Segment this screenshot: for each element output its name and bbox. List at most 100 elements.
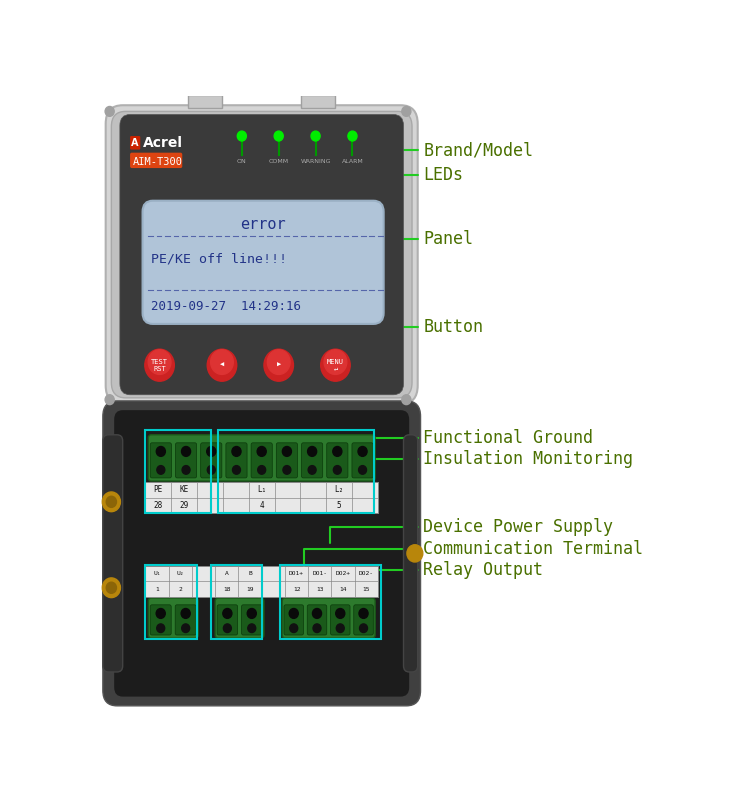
Text: 19: 19 bbox=[246, 586, 254, 592]
Bar bbox=[146, 566, 378, 597]
Text: ALARM: ALARM bbox=[342, 159, 363, 165]
FancyBboxPatch shape bbox=[226, 443, 247, 478]
FancyBboxPatch shape bbox=[326, 443, 348, 478]
Circle shape bbox=[232, 446, 241, 456]
FancyBboxPatch shape bbox=[148, 434, 376, 481]
FancyBboxPatch shape bbox=[102, 401, 421, 706]
FancyBboxPatch shape bbox=[105, 106, 418, 404]
Circle shape bbox=[223, 624, 231, 633]
Circle shape bbox=[359, 609, 368, 618]
Circle shape bbox=[102, 492, 121, 512]
Text: DO1+: DO1+ bbox=[289, 571, 304, 576]
FancyBboxPatch shape bbox=[143, 201, 384, 324]
Text: LEDs: LEDs bbox=[307, 166, 463, 184]
Text: Acrel: Acrel bbox=[143, 137, 182, 150]
Circle shape bbox=[336, 609, 345, 618]
Text: 4: 4 bbox=[259, 501, 264, 510]
Circle shape bbox=[402, 394, 411, 405]
FancyBboxPatch shape bbox=[302, 443, 323, 478]
Circle shape bbox=[313, 624, 321, 633]
FancyBboxPatch shape bbox=[120, 114, 403, 394]
Circle shape bbox=[307, 446, 317, 456]
FancyBboxPatch shape bbox=[175, 605, 196, 635]
FancyBboxPatch shape bbox=[217, 605, 238, 635]
FancyBboxPatch shape bbox=[150, 605, 171, 635]
FancyBboxPatch shape bbox=[354, 605, 373, 635]
Circle shape bbox=[157, 446, 165, 456]
Text: A: A bbox=[225, 571, 228, 576]
Text: MENU
↵: MENU ↵ bbox=[327, 358, 344, 372]
Text: ▶: ▶ bbox=[277, 362, 281, 368]
Text: 29: 29 bbox=[179, 501, 189, 510]
FancyBboxPatch shape bbox=[282, 598, 376, 638]
Circle shape bbox=[148, 350, 171, 374]
Circle shape bbox=[333, 446, 342, 456]
Circle shape bbox=[206, 446, 216, 456]
Circle shape bbox=[311, 131, 320, 141]
FancyBboxPatch shape bbox=[130, 136, 141, 150]
Text: TEST
RST: TEST RST bbox=[151, 358, 168, 372]
Bar bbox=[218, 430, 374, 513]
Circle shape bbox=[157, 466, 165, 474]
Bar bbox=[146, 565, 197, 638]
FancyBboxPatch shape bbox=[148, 598, 198, 638]
Circle shape bbox=[248, 624, 255, 633]
Circle shape bbox=[358, 446, 367, 456]
Text: B: B bbox=[248, 571, 252, 576]
FancyBboxPatch shape bbox=[150, 443, 171, 478]
Circle shape bbox=[181, 609, 190, 618]
Circle shape bbox=[324, 350, 347, 374]
Text: 14: 14 bbox=[340, 586, 347, 592]
Text: Button: Button bbox=[302, 318, 483, 340]
Circle shape bbox=[258, 466, 266, 474]
Circle shape bbox=[237, 131, 247, 141]
Text: ON: ON bbox=[237, 159, 247, 165]
Circle shape bbox=[145, 349, 174, 382]
Circle shape bbox=[207, 349, 236, 382]
Circle shape bbox=[289, 609, 298, 618]
Circle shape bbox=[233, 466, 240, 474]
Text: DO2-: DO2- bbox=[359, 571, 374, 576]
Circle shape bbox=[106, 582, 116, 594]
Circle shape bbox=[267, 350, 290, 374]
Text: U₁: U₁ bbox=[153, 571, 161, 576]
Circle shape bbox=[313, 609, 321, 618]
Text: 15: 15 bbox=[362, 586, 370, 592]
Circle shape bbox=[182, 466, 190, 474]
Circle shape bbox=[283, 446, 291, 456]
Text: L₁: L₁ bbox=[257, 486, 266, 494]
Bar bbox=[280, 565, 381, 638]
FancyBboxPatch shape bbox=[251, 443, 272, 478]
FancyBboxPatch shape bbox=[114, 410, 409, 697]
Text: Communication Terminal: Communication Terminal bbox=[305, 540, 643, 577]
Text: WARNING: WARNING bbox=[300, 159, 331, 165]
Bar bbox=[146, 482, 378, 513]
FancyBboxPatch shape bbox=[330, 605, 350, 635]
Text: AIM-T300: AIM-T300 bbox=[133, 157, 183, 167]
Text: U₂: U₂ bbox=[176, 571, 184, 576]
FancyBboxPatch shape bbox=[403, 435, 418, 672]
Text: A: A bbox=[130, 138, 138, 149]
Circle shape bbox=[264, 349, 294, 382]
Bar bbox=[188, 94, 222, 108]
FancyBboxPatch shape bbox=[307, 605, 326, 635]
Text: Functional Ground: Functional Ground bbox=[247, 430, 594, 447]
Circle shape bbox=[157, 624, 165, 633]
Text: 5: 5 bbox=[337, 501, 342, 510]
FancyBboxPatch shape bbox=[352, 443, 373, 478]
Bar bbox=[146, 430, 211, 513]
FancyBboxPatch shape bbox=[201, 443, 222, 478]
Circle shape bbox=[402, 106, 411, 116]
Circle shape bbox=[359, 624, 367, 633]
Circle shape bbox=[106, 496, 116, 507]
Circle shape bbox=[207, 466, 215, 474]
Bar bbox=[211, 565, 262, 638]
Circle shape bbox=[274, 131, 283, 141]
FancyBboxPatch shape bbox=[215, 598, 264, 638]
FancyBboxPatch shape bbox=[284, 605, 304, 635]
Text: PE/KE off line!!!: PE/KE off line!!! bbox=[151, 253, 287, 266]
FancyBboxPatch shape bbox=[111, 111, 412, 398]
Circle shape bbox=[290, 624, 298, 633]
Text: 12: 12 bbox=[293, 586, 300, 592]
Circle shape bbox=[156, 609, 165, 618]
